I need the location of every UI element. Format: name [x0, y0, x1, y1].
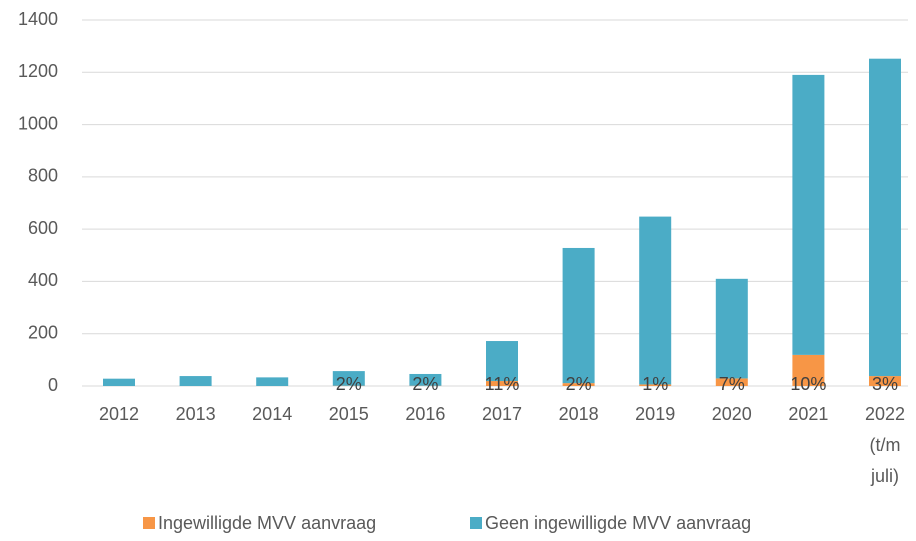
bar-segment	[562, 247, 595, 384]
bar-segment	[869, 58, 901, 377]
bar-segment	[486, 381, 518, 386]
x-tick-label: 2019	[635, 404, 675, 424]
x-tick-label: 2022 (t/m juli)	[865, 404, 905, 486]
y-tick-label: 1200	[18, 61, 58, 81]
bar-segment	[869, 376, 901, 386]
x-tick-label: 2012	[99, 404, 139, 424]
x-tick-label: 2015	[329, 404, 369, 424]
y-tick-label: 800	[28, 166, 58, 186]
bar-segment	[486, 341, 518, 382]
y-tick-label: 200	[28, 322, 58, 342]
y-tick-label: 0	[48, 375, 58, 395]
bar-segment	[792, 74, 825, 355]
x-tick-label: 2016	[405, 404, 445, 424]
x-tick-label: 2013	[176, 404, 216, 424]
x-tick-label: 2020	[712, 404, 752, 424]
x-tick-label: 2014	[252, 404, 292, 424]
legend-label: Geen ingewilligde MVV aanvraag	[485, 513, 751, 533]
bar-annotation: 7%	[719, 374, 745, 394]
bar-annotation: 3%	[872, 374, 898, 394]
y-tick-label: 400	[28, 270, 58, 290]
y-tick-label: 1000	[18, 113, 58, 133]
bar-segment	[409, 373, 442, 386]
bar-annotation: 1%	[642, 374, 668, 394]
x-tick-label: 2017	[482, 404, 522, 424]
bar-segment	[179, 376, 212, 386]
bar-segment	[332, 371, 365, 386]
bar-segment	[715, 278, 748, 379]
bar-segment	[639, 384, 672, 386]
bar-segment	[639, 216, 672, 385]
legend-swatch	[143, 517, 155, 529]
x-tick-label: 2018	[559, 404, 599, 424]
legend-label: Ingewilligde MVV aanvraag	[158, 513, 376, 533]
bar-annotation: 2%	[412, 374, 438, 394]
bar-annotation: 2%	[336, 374, 362, 394]
x-tick-label: 2021	[788, 404, 828, 424]
bar-segment	[256, 377, 289, 386]
bar-annotation: 11%	[485, 374, 520, 394]
bar-annotation: 2%	[566, 374, 592, 394]
bar-segment	[715, 378, 748, 386]
bar-segment	[792, 354, 825, 386]
legend-swatch	[470, 517, 482, 529]
y-tick-label: 1400	[18, 9, 58, 29]
bar-annotation: 10%	[790, 374, 826, 394]
y-tick-label: 600	[28, 218, 58, 238]
bar-segment	[562, 383, 595, 386]
bar-segment	[103, 378, 135, 386]
